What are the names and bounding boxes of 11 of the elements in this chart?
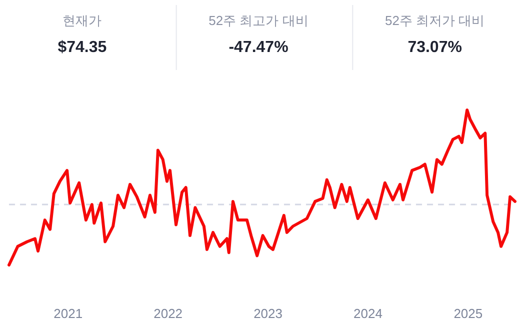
- x-tick-label: 2022: [154, 306, 183, 321]
- x-tick-label: 2025: [454, 306, 483, 321]
- text: $74.35: [58, 39, 107, 56]
- text: 52주 최저가 대비: [384, 13, 485, 28]
- text: 52주 최고가 대비: [208, 13, 308, 28]
- x-tick-label: 2023: [254, 306, 282, 321]
- x-tick-label: 2024: [354, 306, 382, 321]
- x-tick-label: 2021: [54, 306, 83, 321]
- text: 현재가: [62, 13, 102, 28]
- text: 73.07%: [408, 39, 462, 56]
- text: -47.47%: [228, 39, 288, 56]
